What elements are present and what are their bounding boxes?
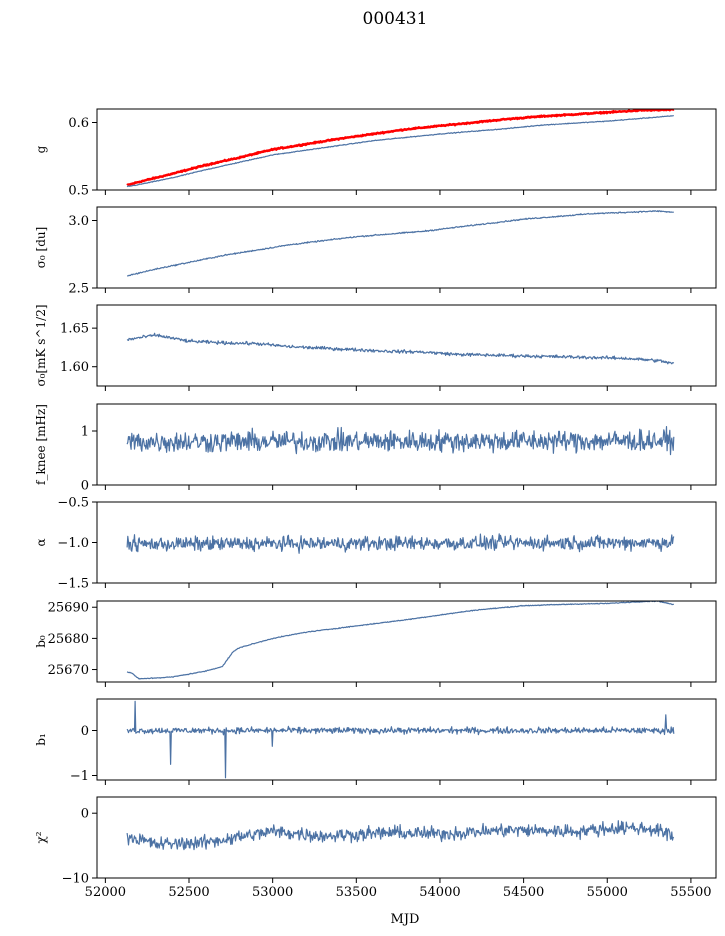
y-tick-label: −1.5 (57, 577, 89, 592)
series-line-sigma0-du-0 (127, 210, 674, 277)
y-axis-label: χ² (34, 831, 48, 843)
y-tick-label: 1.60 (60, 360, 89, 375)
series-line-g-1 (126, 115, 674, 188)
x-tick-label: 53500 (336, 885, 377, 900)
series-line-alpha-0 (126, 533, 675, 554)
y-tick-label: 2.5 (68, 282, 89, 297)
y-axis-label: b₁ (34, 733, 48, 746)
axes-frame (96, 206, 717, 289)
axes-frame (96, 108, 717, 191)
y-axis-label: g (34, 145, 48, 153)
y-tick-label: 0 (81, 724, 89, 739)
panel-fknee: 0 1 f_knee [mHz] (34, 403, 717, 494)
axes-frame (96, 796, 717, 879)
x-tick-label: 52500 (168, 885, 209, 900)
chart-title: 000431 (363, 9, 428, 29)
x-tick-label: 53000 (252, 885, 293, 900)
y-tick-label: 0.5 (68, 184, 89, 199)
y-tick-label: 25680 (48, 632, 89, 647)
y-tick-label: 1.65 (60, 322, 89, 337)
x-tick-label: 54500 (503, 885, 544, 900)
axes-frame (96, 403, 717, 486)
y-axis-label: f_knee [mHz] (34, 404, 48, 485)
y-tick-label: −1.0 (57, 536, 89, 551)
y-tick-label: −1 (70, 769, 89, 784)
panel-sigma0-du: 2.5 3.0 σ₀ [du] (34, 206, 717, 297)
y-tick-label: 25690 (48, 601, 89, 616)
panel-b1: −1 0 b₁ (34, 698, 717, 785)
series-line-sigma0-mk-0 (126, 332, 675, 365)
y-tick-label: 25670 (48, 663, 89, 678)
y-tick-label: 0 (81, 807, 89, 822)
panels-container: 0.5 0.6 g 2.5 3.0 σ₀ [du] 1.60 1.65 σ₀[mK s^1/2]… (34, 108, 717, 900)
y-axis-label: σ₀ [du] (34, 227, 48, 269)
x-tick-label: 55500 (670, 885, 711, 900)
x-tick-label: 54000 (419, 885, 460, 900)
series-line-fknee-0 (126, 426, 675, 456)
y-tick-label: 1 (81, 425, 89, 440)
panel-alpha: −1.5 −1.0 −0.5 α (34, 496, 717, 592)
y-axis-label: α (34, 538, 48, 546)
axes-frame (96, 304, 717, 387)
y-axis-label: σ₀[mK s^1/2] (34, 304, 48, 386)
x-axis-label: MJD (391, 912, 420, 927)
series-line-chi2-0 (126, 820, 675, 851)
axes-frame (96, 698, 717, 781)
panel-g: 0.5 0.6 g (34, 108, 717, 199)
y-tick-label: −0.5 (57, 496, 89, 511)
panel-sigma0-mk: 1.60 1.65 σ₀[mK s^1/2] (34, 304, 717, 391)
series-line-g-0 (126, 109, 675, 187)
y-tick-label: −10 (62, 872, 89, 887)
y-tick-label: 0.6 (68, 116, 89, 131)
y-axis-label: b₀ (34, 635, 48, 648)
y-tick-label: 3.0 (68, 214, 89, 229)
y-tick-label: 0 (81, 479, 89, 494)
series-line-b0-0 (126, 601, 674, 680)
axes-frame (96, 600, 717, 683)
panel-b0: 25670 25680 25690 b₀ (34, 600, 717, 687)
series-line-b1-0 (126, 700, 675, 779)
panel-chi2: −10 0 52000 52500 53000 53500 54000 54500 55000 5… (34, 796, 717, 900)
x-tick-label: 52000 (85, 885, 126, 900)
x-tick-label: 55000 (587, 885, 628, 900)
